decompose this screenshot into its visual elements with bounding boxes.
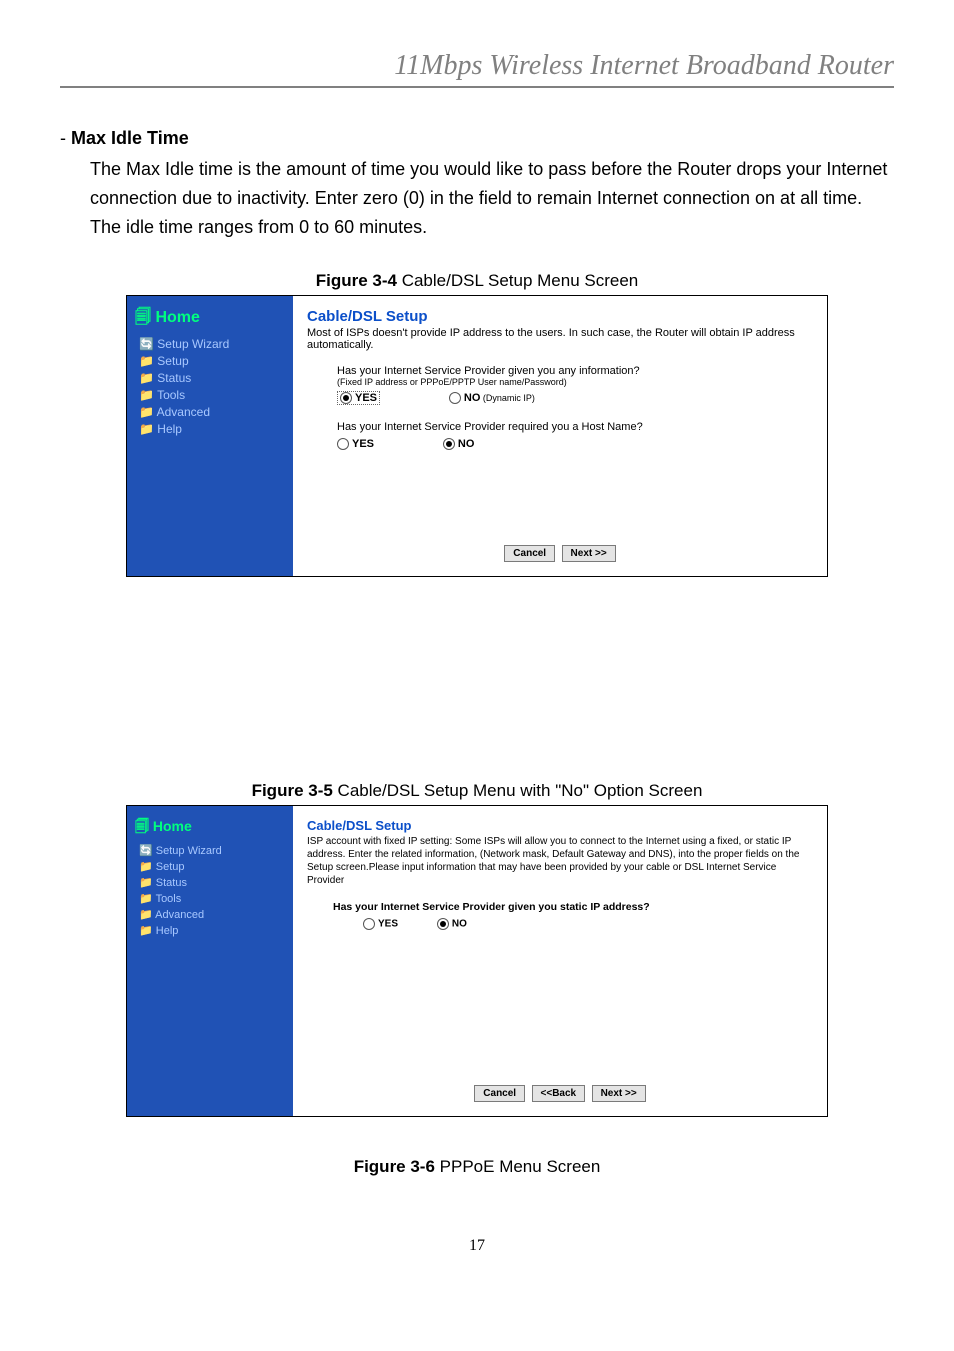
content-title: Cable/DSL Setup: [307, 818, 813, 833]
fig-id: Figure 3-4: [316, 271, 397, 290]
button-row: Cancel Next >>: [293, 543, 827, 562]
radio-yes[interactable]: [340, 392, 352, 404]
content-desc: Most of ISPs doesn't provide IP address …: [307, 327, 813, 351]
nav-item-label: Setup: [156, 861, 185, 873]
q1-radio-row: YES NO: [363, 915, 813, 933]
folder-icon: 📁: [139, 861, 156, 873]
folder-icon: 📁: [139, 405, 157, 419]
section-heading: - Max Idle Time: [60, 128, 894, 149]
nav-item[interactable]: 📁 Setup: [139, 860, 285, 873]
radio-no[interactable]: [449, 392, 461, 404]
nav-home[interactable]: 🗐 Home: [135, 816, 285, 840]
figure-3-4-caption: Figure 3-4 Cable/DSL Setup Menu Screen: [60, 271, 894, 291]
screenshot-figure-3-5: 🗐 Home 🔄 Setup Wizard📁 Setup📁 Status📁 To…: [126, 805, 828, 1117]
home-icon: 🗐: [135, 309, 155, 326]
nav-item[interactable]: 📁 Tools: [139, 892, 285, 905]
figure-3-5-caption: Figure 3-5 Cable/DSL Setup Menu with "No…: [60, 781, 894, 801]
nav-item[interactable]: 🔄 Setup Wizard: [139, 844, 285, 857]
back-button[interactable]: <<Back: [532, 1085, 586, 1102]
next-button[interactable]: Next >>: [562, 545, 616, 562]
wizard-icon: 🔄: [139, 845, 156, 857]
section-body: The Max Idle time is the amount of time …: [90, 155, 894, 241]
page-number: 17: [60, 1237, 894, 1255]
nav-item[interactable]: 📁 Setup: [139, 354, 285, 368]
q2-no-label: NO: [458, 438, 475, 450]
fig-id: Figure 3-6: [354, 1157, 435, 1176]
folder-icon: 📁: [139, 354, 157, 368]
nav-home-label: Home: [153, 818, 192, 834]
radio-yes-2[interactable]: [337, 438, 349, 450]
nav-item[interactable]: 🔄 Setup Wizard: [139, 337, 285, 351]
nav-item-label: Status: [156, 877, 187, 889]
nav-item-label: Tools: [157, 388, 185, 402]
folder-icon: 📁: [139, 388, 157, 402]
nav-item-label: Help: [157, 422, 182, 436]
content-pane: Cable/DSL Setup ISP account with fixed I…: [293, 806, 827, 1116]
figure-3-6-caption: Figure 3-6 PPPoE Menu Screen: [60, 1157, 894, 1177]
fig-id: Figure 3-5: [252, 781, 333, 800]
button-row: Cancel <<Back Next >>: [293, 1083, 827, 1102]
fig-text: PPPoE Menu Screen: [435, 1157, 600, 1176]
fig-text: Cable/DSL Setup Menu Screen: [397, 271, 638, 290]
folder-icon: 📁: [139, 371, 157, 385]
folder-icon: 📁: [139, 877, 156, 889]
content-title: Cable/DSL Setup: [307, 308, 813, 325]
folder-icon: 📁: [139, 893, 156, 905]
nav-pane: 🗐 Home 🔄 Setup Wizard📁 Setup📁 Status📁 To…: [127, 296, 293, 576]
screenshot-figure-3-4: 🗐 Home 🔄 Setup Wizard📁 Setup📁 Status📁 To…: [126, 295, 828, 577]
folder-icon: 📁: [139, 909, 155, 921]
q2-yes-label: YES: [352, 438, 374, 450]
folder-icon: 📁: [139, 925, 156, 937]
q1-no-paren: (Dynamic IP): [480, 393, 535, 403]
content-pane: Cable/DSL Setup Most of ISPs doesn't pro…: [293, 296, 827, 576]
nav-item[interactable]: 📁 Status: [139, 876, 285, 889]
nav-home[interactable]: 🗐 Home: [135, 306, 285, 333]
doc-title: 11Mbps Wireless Internet Broadband Route…: [60, 50, 894, 88]
heading-dash: -: [60, 128, 71, 148]
q1-text: Has your Internet Service Provider given…: [337, 365, 813, 377]
nav-item-label: Status: [157, 371, 191, 385]
q1-sub: (Fixed IP address or PPPoE/PPTP User nam…: [337, 377, 813, 387]
q1-radio-row: YES NO (Dynamic IP): [337, 389, 813, 407]
nav-item[interactable]: 📁 Help: [139, 924, 285, 937]
next-button[interactable]: Next >>: [592, 1085, 646, 1102]
radio-yes[interactable]: [363, 918, 375, 930]
q1-text: Has your Internet Service Provider given…: [333, 901, 813, 913]
home-icon: 🗐: [135, 818, 153, 834]
fig-text: Cable/DSL Setup Menu with "No" Option Sc…: [333, 781, 703, 800]
nav-item-label: Advanced: [155, 909, 204, 921]
q2-radio-row: YES NO: [337, 435, 813, 453]
nav-item[interactable]: 📁 Advanced: [139, 405, 285, 419]
nav-item[interactable]: 📁 Advanced: [139, 908, 285, 921]
nav-item[interactable]: 📁 Status: [139, 371, 285, 385]
folder-icon: 📁: [139, 422, 157, 436]
nav-home-label: Home: [155, 309, 199, 326]
q1-yes-label: YES: [355, 392, 377, 404]
cancel-button[interactable]: Cancel: [474, 1085, 525, 1102]
nav-item[interactable]: 📁 Tools: [139, 388, 285, 402]
cancel-button[interactable]: Cancel: [504, 545, 555, 562]
nav-item-label: Setup: [157, 354, 188, 368]
q1-no-label: NO: [464, 392, 481, 404]
q2-text: Has your Internet Service Provider requi…: [337, 421, 813, 433]
heading-bold: Max Idle Time: [71, 128, 189, 148]
radio-no[interactable]: [437, 918, 449, 930]
wizard-icon: 🔄: [139, 337, 157, 351]
nav-item-label: Tools: [156, 893, 182, 905]
nav-item-label: Help: [156, 925, 179, 937]
nav-item-label: Setup Wizard: [157, 337, 229, 351]
nav-pane: 🗐 Home 🔄 Setup Wizard📁 Setup📁 Status📁 To…: [127, 806, 293, 1116]
nav-item[interactable]: 📁 Help: [139, 422, 285, 436]
q1-yes-label: YES: [378, 919, 398, 930]
radio-no-2[interactable]: [443, 438, 455, 450]
nav-item-label: Advanced: [157, 405, 210, 419]
nav-item-label: Setup Wizard: [156, 845, 222, 857]
content-desc: ISP account with fixed IP setting: Some …: [307, 835, 813, 887]
q1-no-label: NO: [452, 919, 467, 930]
